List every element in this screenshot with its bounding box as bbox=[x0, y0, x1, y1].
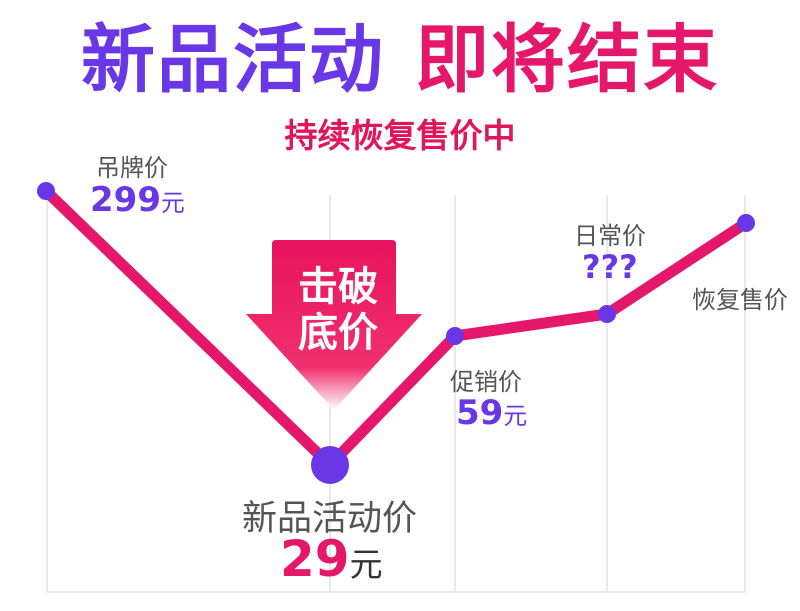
tag-price-label: 吊牌价 bbox=[96, 148, 168, 183]
tag-price-value: 299元 bbox=[90, 180, 185, 220]
promo-price-label: 促销价 bbox=[450, 362, 522, 397]
launch-price-value: 29元 bbox=[280, 530, 383, 588]
restored-price-label: 恢复售价 bbox=[692, 280, 788, 315]
launch-price-unit: 元 bbox=[350, 545, 383, 584]
promo-price-value: 59元 bbox=[456, 393, 527, 433]
point-tag-price bbox=[37, 182, 55, 200]
break-floor-badge: 击破 底价 bbox=[288, 264, 388, 356]
point-promo-price bbox=[446, 327, 464, 345]
badge-line1: 击破 bbox=[288, 264, 388, 310]
regular-price-value: ??? bbox=[582, 248, 638, 286]
promo-price-unit: 元 bbox=[503, 402, 527, 430]
regular-price-label: 日常价 bbox=[574, 216, 646, 251]
launch-price-number: 29 bbox=[280, 530, 350, 588]
tag-price-unit: 元 bbox=[161, 189, 185, 217]
tag-price-number: 299 bbox=[90, 180, 161, 220]
point-restored-price bbox=[737, 214, 755, 232]
promo-price-number: 59 bbox=[456, 393, 503, 433]
badge-line2: 底价 bbox=[288, 310, 388, 356]
point-regular-price bbox=[598, 305, 616, 323]
point-launch-price bbox=[311, 446, 349, 484]
